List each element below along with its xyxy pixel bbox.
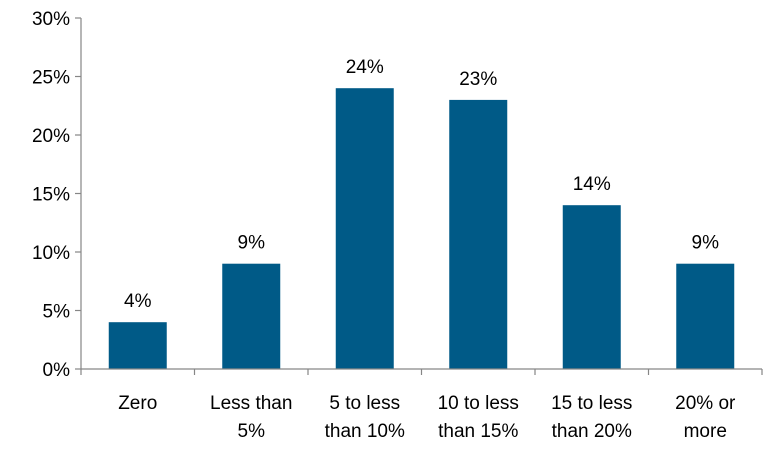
y-axis: 0% 5% 10% 15% 20% 25% 30%: [32, 9, 82, 381]
x-tick-label-line: than 20%: [552, 421, 632, 442]
x-tick-label-line: Less than: [210, 393, 292, 414]
x-tick-label-line: Zero: [118, 393, 157, 414]
bar: [108, 322, 167, 369]
bar: [676, 263, 735, 369]
x-tick-label: Less than 5%: [210, 393, 292, 442]
y-tick-label: 15%: [32, 185, 70, 206]
data-label: 23%: [459, 69, 497, 90]
x-tick-label-line: 5 to less: [329, 393, 400, 414]
x-tick-label-line: more: [684, 421, 727, 442]
bar: [562, 205, 621, 369]
bar: [222, 263, 281, 369]
x-tick-label-line: 15 to less: [551, 393, 632, 414]
y-tick-label: 25%: [32, 68, 70, 89]
data-label: 24%: [346, 57, 384, 78]
x-axis: Zero Less than 5% 5 to less than 10% 10 to le…: [80, 368, 763, 442]
y-tick-label: 30%: [32, 9, 70, 30]
x-tick-label-line: 10 to less: [438, 393, 519, 414]
data-label: 4%: [124, 291, 152, 312]
x-tick-label-line: than 15%: [438, 421, 518, 442]
x-tick-label: 15 to less than 20%: [551, 393, 632, 442]
data-label: 9%: [238, 233, 266, 254]
x-tick-label-line: than 10%: [325, 421, 405, 442]
x-tick-label: Zero: [118, 393, 157, 414]
data-labels: 4% 9% 24% 23% 14% 9%: [124, 57, 719, 312]
bars: [108, 88, 735, 370]
x-tick-label: 10 to less than 15%: [438, 393, 519, 442]
y-tick-label: 5%: [43, 302, 71, 323]
bar: [335, 88, 394, 369]
y-tick-label: 0%: [43, 360, 71, 381]
x-tick-label-line: 5%: [238, 421, 266, 442]
y-tick-label: 20%: [32, 126, 70, 147]
bar: [449, 99, 508, 370]
data-label: 9%: [692, 233, 720, 254]
x-tick-label: 20% or more: [675, 393, 736, 442]
data-label: 14%: [573, 174, 611, 195]
x-tick-label-line: 20% or: [675, 393, 736, 414]
x-tick-label: 5 to less than 10%: [325, 393, 405, 442]
y-tick-label: 10%: [32, 243, 70, 264]
